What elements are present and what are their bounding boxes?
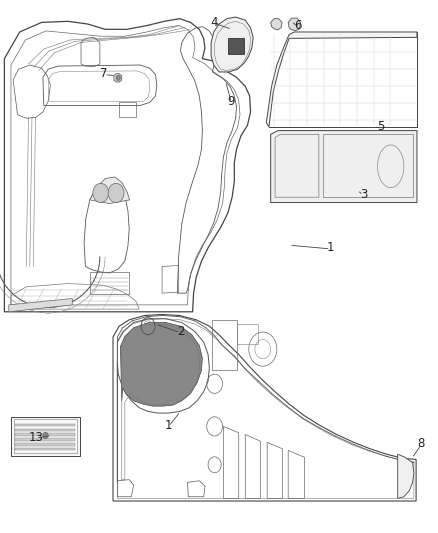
Text: 13: 13 (28, 431, 43, 443)
Polygon shape (90, 177, 130, 204)
Text: 7: 7 (100, 67, 108, 80)
Polygon shape (288, 18, 300, 31)
Bar (237, 324, 258, 344)
Circle shape (43, 432, 48, 439)
Polygon shape (271, 19, 282, 30)
Bar (15, 438, 75, 441)
Circle shape (93, 183, 109, 203)
Polygon shape (271, 131, 417, 203)
Text: 9: 9 (227, 95, 235, 108)
Polygon shape (398, 454, 414, 498)
Circle shape (108, 183, 124, 203)
Text: 1: 1 (327, 241, 335, 254)
Text: 2: 2 (177, 325, 184, 338)
Bar (15, 448, 75, 450)
Polygon shape (120, 322, 202, 406)
Polygon shape (9, 298, 72, 312)
Text: 6: 6 (294, 19, 302, 32)
Polygon shape (211, 17, 253, 72)
Bar (228, 38, 244, 54)
Polygon shape (114, 74, 122, 82)
Bar (15, 424, 75, 426)
Bar (15, 429, 75, 431)
Bar (15, 433, 75, 436)
Text: 1: 1 (165, 419, 173, 432)
Text: 3: 3 (360, 188, 367, 200)
Text: 4: 4 (211, 16, 219, 29)
Text: 5: 5 (378, 120, 385, 133)
Bar (15, 443, 75, 446)
Circle shape (116, 75, 120, 80)
Polygon shape (11, 417, 80, 456)
Polygon shape (266, 32, 417, 127)
Text: 8: 8 (418, 437, 425, 450)
